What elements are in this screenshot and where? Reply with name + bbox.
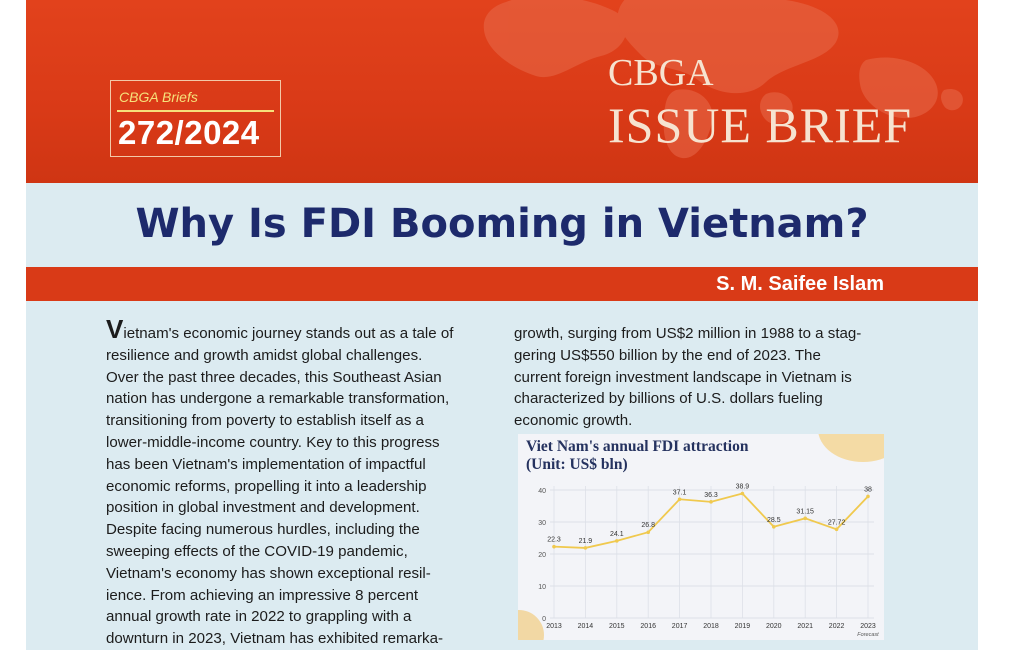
data-point: [677, 497, 682, 502]
brief-page: CBGA Briefs 272/2024 CBGA ISSUE BRIEF Wh…: [26, 0, 978, 650]
text-line: ience. From achieving an impressive 8 pe…: [106, 586, 419, 604]
text-line: Despite facing numerous hurdles, includi…: [106, 521, 420, 539]
text-line: current foreign investment landscape in …: [514, 368, 852, 386]
left-column: Vietnam's economic journey stands out as…: [106, 316, 480, 650]
text-line: downturn in 2023, Vietnam has exhibited …: [106, 630, 444, 648]
data-point: [803, 516, 807, 521]
publication-type: ISSUE BRIEF: [608, 97, 913, 153]
data-label: 24.1: [610, 531, 624, 538]
right-column: growth, surging from US$2 million in 198…: [514, 323, 886, 432]
drop-cap: V: [106, 314, 124, 344]
brief-number: 272/2024: [118, 114, 260, 151]
title-band: Why Is FDI Booming in Vietnam?: [26, 183, 978, 267]
y-tick-label: 40: [538, 488, 546, 495]
y-tick-label: 20: [538, 552, 546, 559]
brief-series-label: CBGA Briefs: [119, 89, 198, 105]
text-line: growth, surging from US$2 million in 198…: [514, 325, 862, 342]
x-tick-label: 2013: [546, 623, 562, 630]
data-point: [709, 500, 713, 504]
paragraph: Vietnam's economic journey stands out as…: [106, 316, 480, 345]
text-line: has been Vietnam's implementation of imp…: [106, 455, 426, 473]
data-label: 22.3: [547, 537, 561, 544]
header-banner: CBGA Briefs 272/2024 CBGA ISSUE BRIEF: [26, 0, 978, 183]
text-line: Vietnam's economy has shown exceptional …: [106, 564, 431, 582]
forecast-note: Forecast: [857, 632, 879, 638]
text-line: Over the past three decades, this Southe…: [106, 368, 442, 386]
text-line: characterized by billions of U.S. dollar…: [514, 390, 823, 408]
data-point: [834, 527, 839, 532]
data-label: 27.72: [828, 519, 846, 526]
chart-plot: 0 10 20 30 40 2013 2014 2015 2016 2017 2018 2019 202…: [538, 484, 879, 638]
text-line: ietnam's economic journey stands out as …: [123, 325, 454, 342]
x-tick-label: 2018: [703, 623, 719, 630]
x-tick-label: 2021: [797, 623, 813, 630]
data-label: 38.9: [736, 484, 750, 491]
y-tick-label: 0: [542, 616, 546, 623]
data-point: [740, 491, 745, 496]
article-body: Vietnam's economic journey stands out as…: [26, 301, 978, 650]
article-author: S. M. Saifee Islam: [716, 273, 884, 295]
text-line: lower-middle-income country. Key to this…: [106, 433, 440, 451]
x-tick-label: 2023: [860, 623, 876, 630]
y-tick-label: 30: [538, 520, 546, 527]
x-tick-label: 2019: [735, 623, 751, 630]
x-tick-label: 2016: [640, 623, 656, 630]
data-point: [552, 544, 556, 549]
article-title: Why Is FDI Booming in Vietnam?: [135, 201, 869, 247]
text-line: position in global investment and develo…: [106, 499, 420, 517]
text-line: transitioning from poverty to establish …: [106, 412, 424, 430]
data-point: [866, 494, 870, 499]
data-label: 37.1: [673, 489, 687, 496]
text-line: economic growth.: [514, 412, 633, 430]
x-tick-label: 2017: [672, 623, 688, 630]
data-point: [646, 530, 650, 535]
brief-number-box: CBGA Briefs 272/2024: [110, 80, 281, 157]
data-label: 38: [864, 486, 872, 493]
world-map-graphic: [483, 0, 963, 159]
text-line: gering US$550 billion by the end of 2023…: [514, 346, 821, 364]
x-tick-label: 2020: [766, 623, 782, 630]
x-tick-label: 2015: [609, 623, 625, 630]
text-line: resilience and growth amidst global chal…: [106, 346, 423, 364]
data-point: [772, 525, 776, 529]
chart-title: Viet Nam's annual FDI attraction: [526, 438, 749, 455]
x-tick-label: 2014: [578, 623, 594, 630]
fdi-chart: Viet Nam's annual FDI attraction (Unit: …: [518, 434, 884, 640]
y-tick-label: 10: [538, 584, 546, 591]
data-label: 31.15: [796, 508, 814, 515]
data-label: 36.3: [704, 492, 718, 499]
text-line: economic reforms, propelling it into a l…: [106, 477, 427, 495]
x-tick-label: 2022: [829, 623, 845, 630]
org-name: CBGA: [608, 52, 714, 94]
data-label: 26.8: [641, 522, 655, 529]
chart-subtitle: (Unit: US$ bln): [526, 456, 628, 473]
author-band: S. M. Saifee Islam: [26, 267, 978, 301]
data-point: [615, 539, 619, 543]
data-label: 28.5: [767, 517, 781, 524]
text-line: sweeping effects of the COVID-19 pandemi…: [106, 542, 408, 560]
brief-box-rule: [117, 110, 274, 112]
data-label: 21.9: [579, 538, 593, 545]
data-point: [583, 546, 588, 550]
text-line: nation has undergone a remarkable transf…: [106, 390, 450, 408]
text-line: annual growth rate in 2022 to grappling …: [106, 608, 412, 626]
